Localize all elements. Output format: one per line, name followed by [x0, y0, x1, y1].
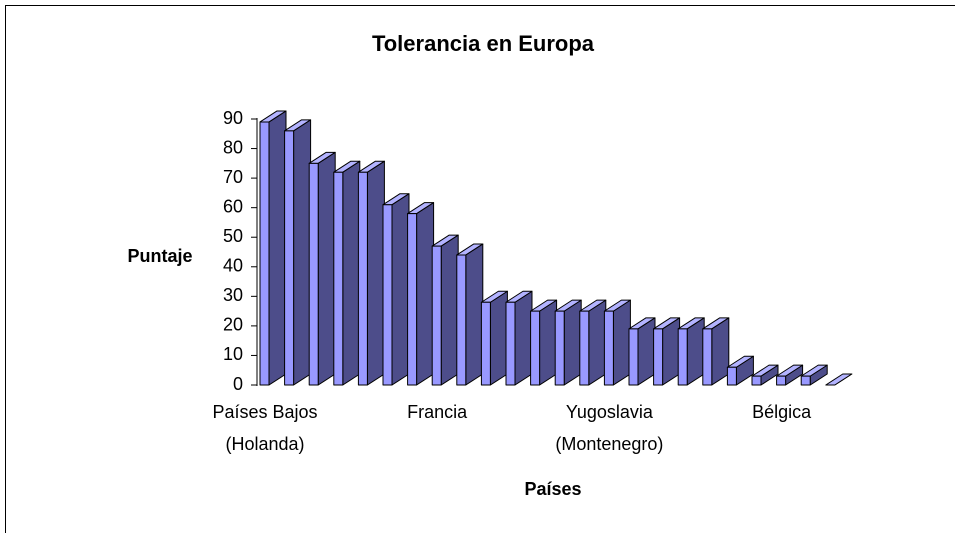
- bar-front: [628, 328, 639, 386]
- y-tick-label: 50: [223, 226, 243, 246]
- bar: [456, 243, 484, 386]
- bar: [702, 317, 730, 386]
- bar-side: [440, 234, 459, 386]
- bar: [677, 317, 705, 386]
- bar: [284, 119, 312, 386]
- bar-front: [603, 310, 614, 386]
- bar-front: [333, 171, 344, 386]
- bar-side: [342, 160, 361, 386]
- bar-side: [391, 193, 410, 386]
- x-axis-label: Países: [524, 479, 581, 499]
- bar: [333, 160, 361, 386]
- bar-side: [662, 317, 681, 386]
- bar-front: [677, 328, 688, 386]
- bar-side: [489, 290, 508, 386]
- bar-front: [702, 328, 713, 386]
- bar-front: [308, 162, 319, 386]
- y-tick-label: 30: [223, 285, 243, 305]
- chart-title: Tolerancia en Europa: [372, 31, 595, 56]
- bar: [259, 110, 287, 386]
- bar-front: [407, 213, 418, 386]
- bar-front: [554, 310, 565, 386]
- bar-front: [480, 301, 491, 386]
- bar-front: [382, 204, 393, 386]
- x-tick-label: Yugoslavia (Montenegro): [555, 402, 663, 454]
- y-axis-label: Puntaje: [127, 246, 192, 266]
- bar-side: [366, 160, 385, 386]
- bar-side: [588, 299, 607, 386]
- bar: [825, 373, 853, 386]
- bar: [407, 202, 435, 386]
- bar-side: [268, 110, 287, 386]
- bar: [530, 299, 558, 386]
- bar: [308, 151, 336, 386]
- bar-side: [416, 202, 435, 386]
- y-tick-label: 70: [223, 167, 243, 187]
- bar: [357, 160, 385, 386]
- bar: [628, 317, 656, 386]
- bar-side: [317, 151, 336, 386]
- x-tick-label: Francia: [407, 402, 468, 422]
- bar: [505, 290, 533, 386]
- bar-side: [711, 317, 730, 386]
- bar: [603, 299, 631, 386]
- bar: [480, 290, 508, 386]
- bar: [751, 364, 779, 386]
- bar-front: [431, 245, 442, 386]
- bar: [382, 193, 410, 386]
- bar-front: [800, 375, 811, 386]
- bar-side: [539, 299, 558, 386]
- y-tick-label: 80: [223, 137, 243, 157]
- bar-front: [456, 254, 467, 386]
- y-tick-label: 0: [233, 374, 243, 394]
- bar-front: [259, 121, 270, 386]
- bar-top: [825, 373, 853, 386]
- bar: [776, 364, 804, 386]
- bar-side: [465, 243, 484, 386]
- bar-side: [293, 119, 312, 386]
- bar-front: [726, 366, 737, 386]
- bar: [800, 364, 828, 386]
- y-tick-label: 20: [223, 315, 243, 335]
- bar-front: [357, 171, 368, 386]
- y-tick-label: 90: [223, 108, 243, 128]
- bar: [726, 355, 754, 386]
- bar-front: [505, 301, 516, 386]
- y-tick-label: 40: [223, 256, 243, 276]
- bar: [431, 234, 459, 386]
- x-tick-label: Bélgica: [752, 402, 812, 422]
- bar-front: [530, 310, 541, 386]
- bar-side: [563, 299, 582, 386]
- bar-side: [514, 290, 533, 386]
- y-tick-label: 10: [223, 344, 243, 364]
- bar-front: [776, 375, 787, 386]
- bar-front: [751, 375, 762, 386]
- bar-side: [612, 299, 631, 386]
- bar-side: [637, 317, 656, 386]
- bar-front: [653, 328, 664, 386]
- bar-side: [686, 317, 705, 386]
- bar: [653, 317, 681, 386]
- y-tick-label: 60: [223, 196, 243, 216]
- bar-front: [284, 130, 295, 386]
- bar-front: [579, 310, 590, 386]
- x-tick-label: Países Bajos (Holanda): [212, 402, 317, 454]
- bar: [554, 299, 582, 386]
- bar: [579, 299, 607, 386]
